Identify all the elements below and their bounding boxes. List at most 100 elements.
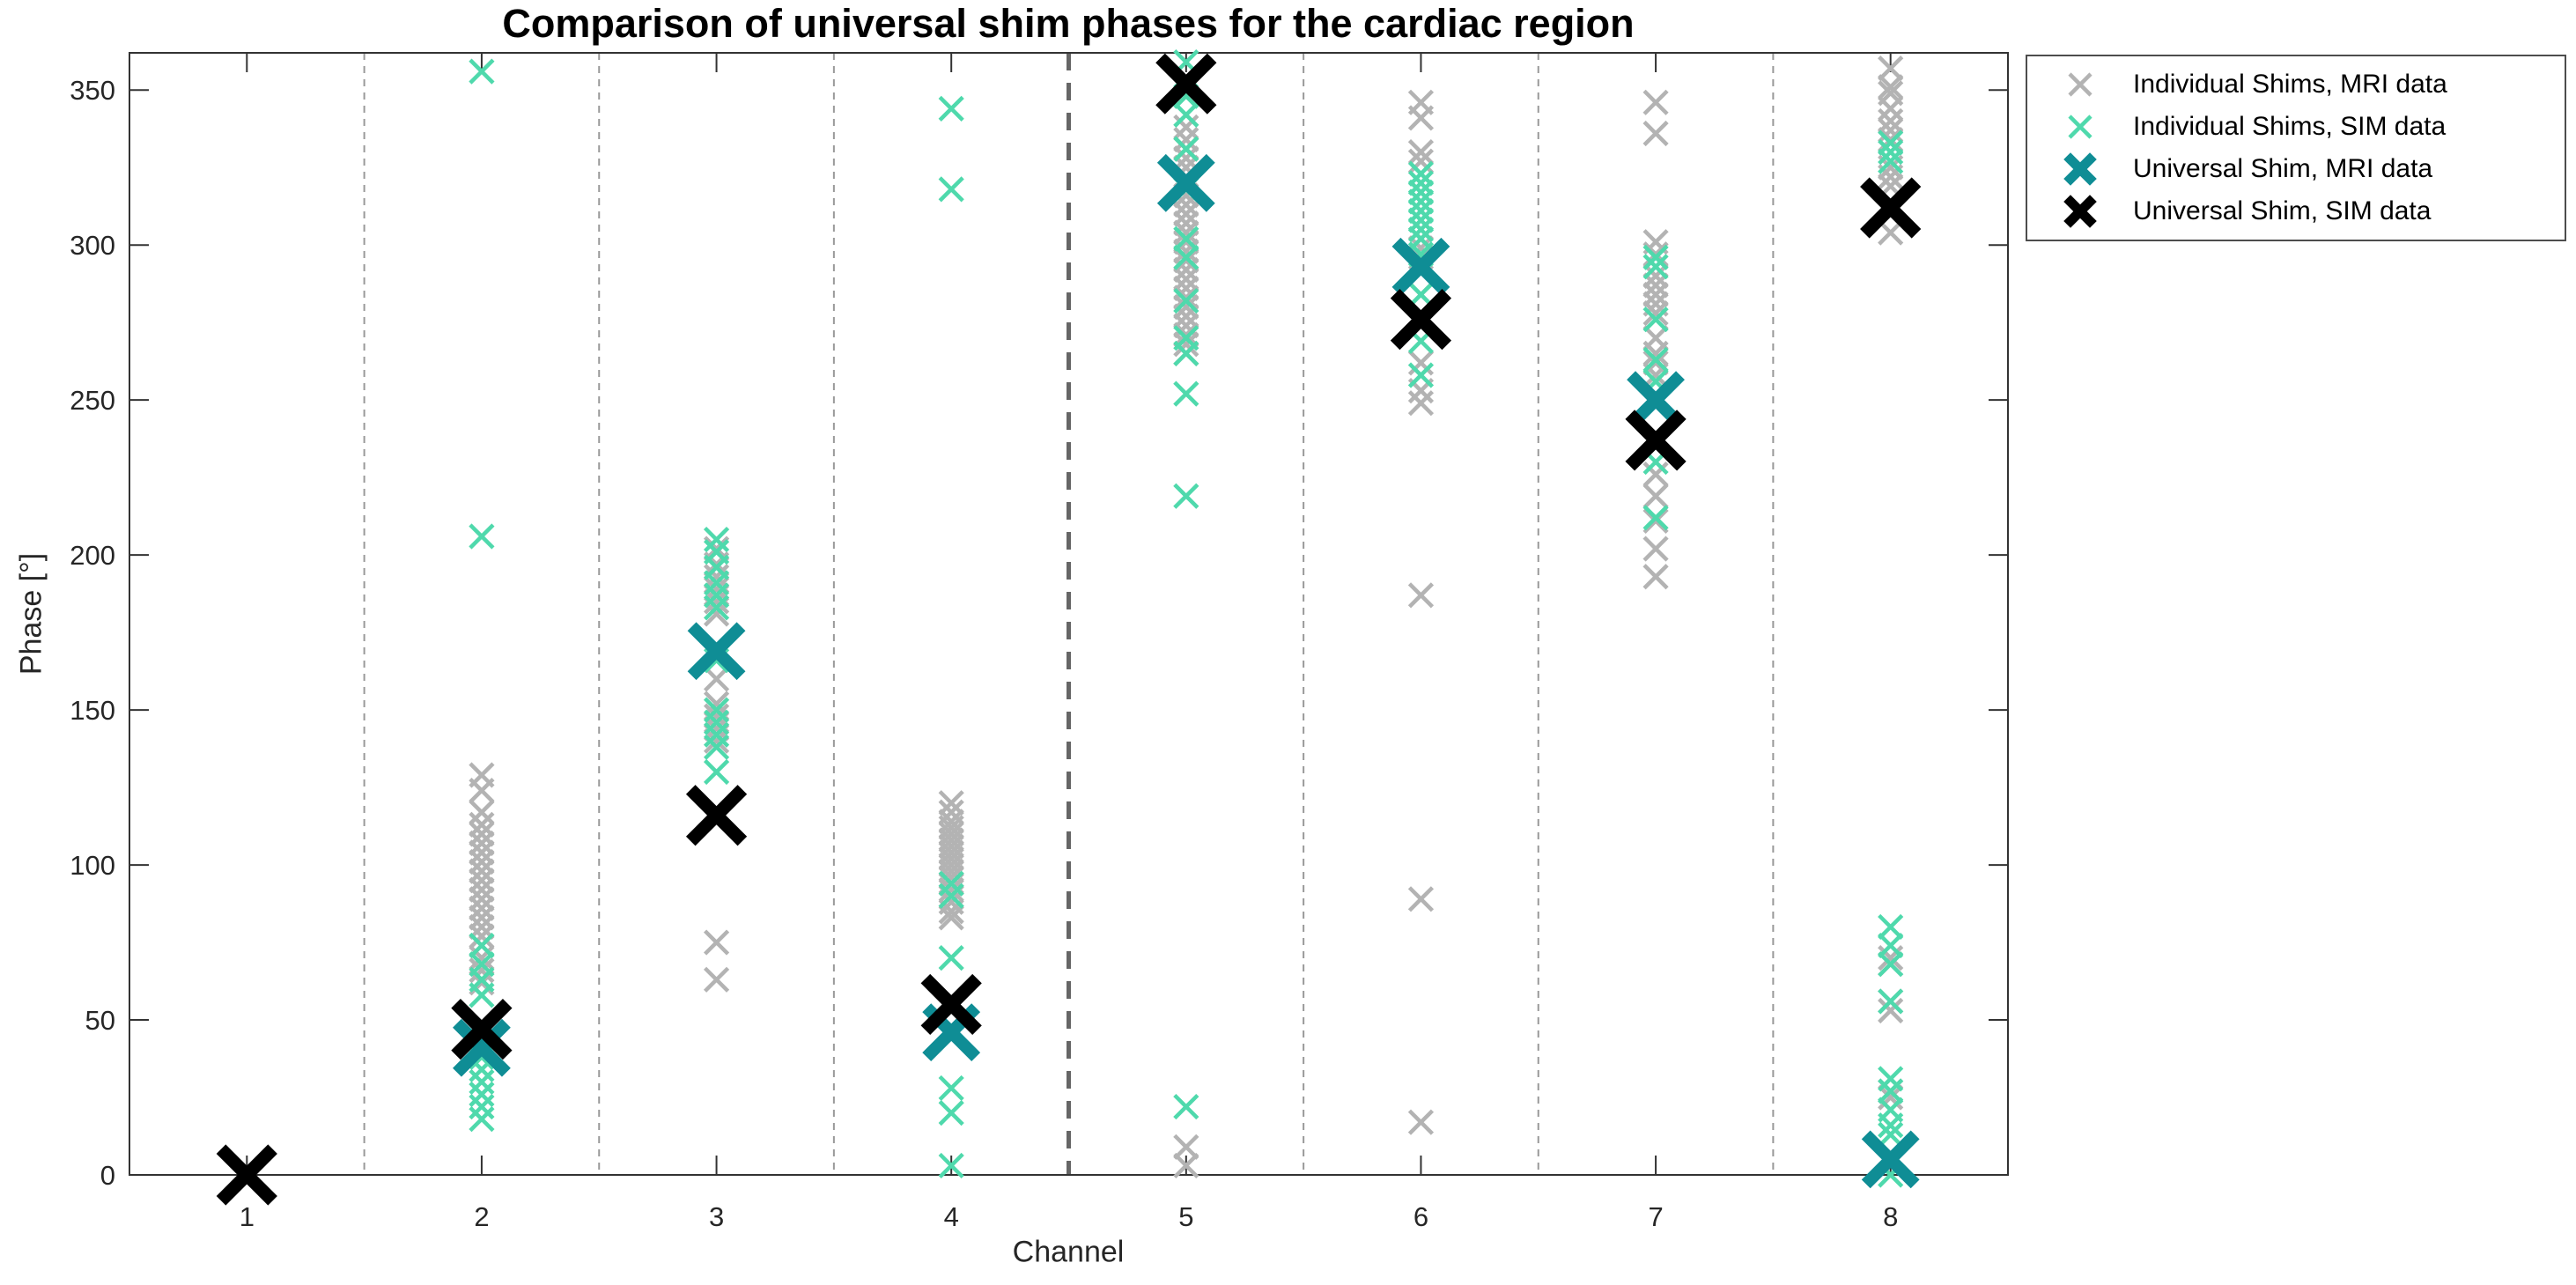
legend-x-glyph	[2068, 72, 2093, 97]
marker-individual-shims-sim-data	[1878, 148, 1904, 174]
marker-individual-shims-mri-data	[1642, 462, 1669, 488]
legend-label: Universal Shim, SIM data	[2133, 196, 2432, 225]
marker-individual-shims-mri-data	[1642, 272, 1669, 299]
marker-individual-shims-mri-data	[1642, 507, 1669, 535]
marker-individual-shims-sim-data	[703, 758, 730, 786]
marker-individual-shims-mri-data	[1173, 313, 1199, 339]
marker-individual-shims-mri-data	[469, 868, 495, 894]
chart-title: Comparison of universal shim phases for …	[502, 1, 1635, 46]
x-tick-label: 7	[1648, 1201, 1663, 1232]
marker-individual-shims-mri-data	[1407, 886, 1435, 912]
marker-individual-shims-mri-data	[703, 551, 730, 578]
marker-individual-shims-sim-data	[703, 594, 730, 621]
marker-individual-shims-mri-data	[1173, 126, 1199, 153]
marker-individual-shims-mri-data	[1173, 266, 1199, 292]
marker-individual-shims-mri-data	[703, 588, 730, 615]
x-axis-label: Channel	[1012, 1235, 1125, 1269]
marker-individual-shims-mri-data	[703, 564, 730, 590]
legend-item-individual-sim: Individual Shims, SIM data	[2027, 107, 2565, 147]
marker-individual-shims-sim-data	[938, 176, 964, 203]
x-tick-label: 5	[1178, 1201, 1193, 1232]
marker-universal-shim-sim-data	[451, 998, 513, 1060]
marker-universal-shim-sim-data	[685, 785, 748, 846]
marker-individual-shims-mri-data	[469, 923, 495, 949]
marker-individual-shims-mri-data	[1173, 114, 1199, 141]
marker-individual-shims-mri-data	[1642, 564, 1669, 590]
y-axis-label: Phase [°]	[14, 552, 48, 676]
marker-individual-shims-sim-data	[703, 709, 730, 735]
marker-individual-shims-sim-data	[1173, 244, 1199, 270]
marker-individual-shims-mri-data	[469, 970, 495, 996]
marker-universal-shim-mri-data	[687, 622, 746, 681]
marker-individual-shims-mri-data	[703, 929, 730, 956]
legend-item-universal-sim: Universal Shim, SIM data	[2027, 191, 2565, 232]
marker-universal-shim-sim-data	[216, 1144, 277, 1206]
marker-universal-shim-mri-data	[1391, 237, 1450, 296]
x-tick-label: 6	[1413, 1201, 1428, 1232]
marker-individual-shims-sim-data	[1642, 244, 1669, 270]
marker-individual-shims-mri-data	[1407, 105, 1435, 131]
marker-individual-shims-mri-data	[469, 905, 495, 931]
marker-individual-shims-sim-data	[1878, 1066, 1904, 1092]
marker-individual-shims-sim-data	[1878, 139, 1904, 166]
marker-individual-shims-mri-data	[938, 846, 964, 872]
marker-individual-shims-mri-data	[938, 809, 964, 835]
marker-individual-shims-mri-data	[1878, 1084, 1904, 1111]
marker-individual-shims-mri-data	[469, 839, 495, 866]
marker-individual-shims-mri-data	[1173, 284, 1199, 311]
legend-marker-svg-3	[2063, 195, 2097, 228]
marker-individual-shims-sim-data	[938, 870, 964, 897]
marker-individual-shims-mri-data	[938, 790, 964, 816]
marker-individual-shims-mri-data	[469, 945, 495, 971]
marker-individual-shims-mri-data	[938, 876, 964, 903]
marker-universal-shim-mri-data	[1156, 153, 1215, 212]
marker-individual-shims-sim-data	[938, 1075, 964, 1102]
y-tick-label: 150	[70, 695, 115, 726]
marker-individual-shims-mri-data	[1642, 340, 1669, 366]
marker-individual-shims-sim-data	[1173, 225, 1199, 252]
marker-individual-shims-sim-data	[1407, 197, 1435, 225]
marker-individual-shims-sim-data	[1642, 505, 1669, 531]
marker-individual-shims-mri-data	[1173, 331, 1199, 358]
x-marker-icon	[2027, 191, 2133, 232]
marker-individual-shims-mri-data	[1642, 350, 1669, 376]
marker-individual-shims-sim-data	[469, 982, 495, 1008]
marker-individual-shims-mri-data	[1878, 55, 1904, 82]
marker-individual-shims-mri-data	[1642, 89, 1669, 115]
marker-individual-shims-mri-data	[938, 833, 964, 860]
marker-universal-shim-sim-data	[1390, 289, 1452, 351]
marker-individual-shims-mri-data	[469, 895, 495, 921]
marker-individual-shims-mri-data	[938, 839, 964, 866]
marker-individual-shims-sim-data	[1878, 129, 1904, 156]
marker-individual-shims-sim-data	[938, 1100, 964, 1126]
marker-individual-shims-sim-data	[703, 582, 730, 609]
legend-x-glyph	[2068, 114, 2093, 139]
marker-individual-shims-mri-data	[1878, 107, 1904, 135]
y-tick-label: 250	[70, 385, 115, 416]
marker-individual-shims-mri-data	[703, 703, 730, 729]
marker-individual-shims-mri-data	[1878, 95, 1904, 122]
marker-individual-shims-sim-data	[1407, 160, 1435, 187]
marker-individual-shims-mri-data	[938, 864, 964, 890]
marker-individual-shims-mri-data	[1173, 1152, 1199, 1179]
marker-individual-shims-mri-data	[938, 858, 964, 884]
x-tick-label: 8	[1883, 1201, 1898, 1232]
marker-individual-shims-mri-data	[1642, 483, 1669, 509]
marker-individual-shims-mri-data	[1878, 117, 1904, 144]
marker-individual-shims-sim-data	[1642, 254, 1669, 280]
marker-individual-shims-mri-data	[1173, 201, 1199, 227]
marker-individual-shims-sim-data	[469, 1106, 495, 1133]
marker-individual-shims-mri-data	[1878, 126, 1904, 153]
marker-individual-shims-mri-data	[469, 957, 495, 984]
legend-item-universal-mri: Universal Shim, MRI data	[2027, 149, 2565, 189]
marker-individual-shims-mri-data	[1407, 148, 1435, 174]
marker-individual-shims-mri-data	[1173, 293, 1199, 321]
marker-individual-shims-sim-data	[1173, 1093, 1199, 1120]
marker-individual-shims-sim-data	[1407, 207, 1435, 233]
marker-individual-shims-sim-data	[1407, 217, 1435, 243]
marker-individual-shims-mri-data	[1173, 256, 1199, 283]
marker-individual-shims-mri-data	[1173, 238, 1199, 264]
y-tick-label: 300	[70, 230, 115, 261]
marker-individual-shims-sim-data	[469, 1068, 495, 1096]
